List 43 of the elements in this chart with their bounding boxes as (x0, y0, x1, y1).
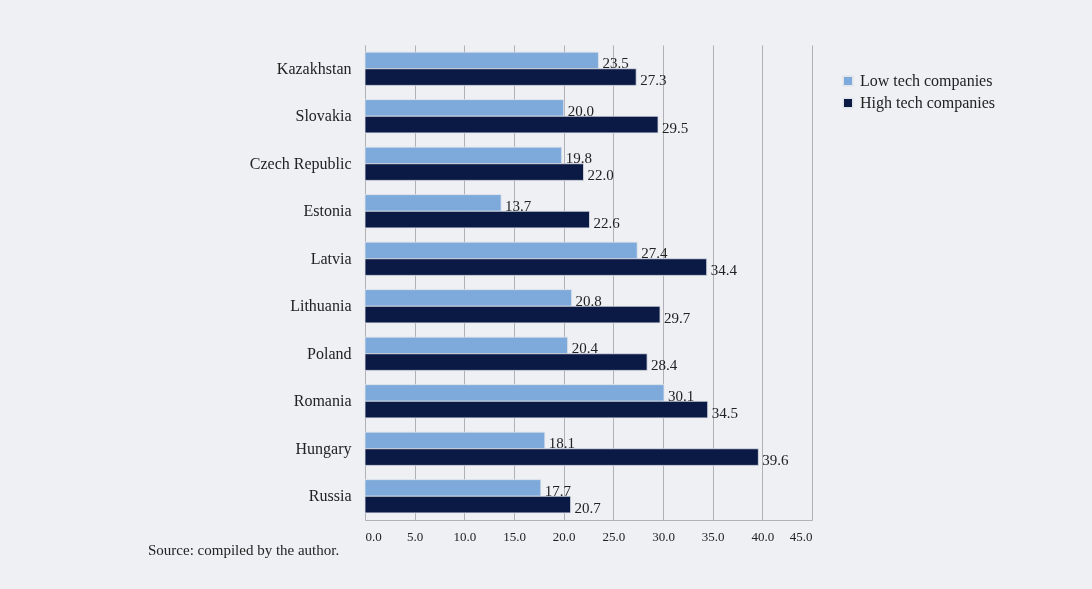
y-tick-label: Czech Republic (249, 154, 352, 173)
x-tick-label: 10.0 (453, 528, 477, 544)
y-tick-label: Latvia (310, 249, 352, 267)
x-tick-label: 15.0 (503, 528, 526, 544)
data-label: 22.0 (587, 167, 614, 184)
data-label: 20.7 (574, 499, 602, 516)
y-tick-label: Poland (307, 344, 352, 362)
y-tick-label: Estonia (303, 202, 352, 220)
x-tick-label: 40.0 (751, 528, 775, 544)
data-label: 29.5 (662, 119, 689, 136)
x-tick-label: 45.0 (789, 528, 813, 544)
y-tick-label: Kazakhstan (276, 59, 352, 77)
data-label: 20.4 (571, 340, 599, 357)
data-label: 27.3 (640, 72, 667, 89)
data-label: 30.1 (667, 387, 695, 404)
y-tick-label: Lithuania (290, 297, 352, 315)
source-note: Source: compiled by the author. (148, 542, 340, 558)
y-tick-label: Slovakia (295, 107, 352, 125)
data-label: 34.4 (710, 262, 738, 279)
x-tick-label: 30.0 (652, 528, 675, 544)
data-label: 20.0 (567, 102, 594, 119)
x-tick-label: 35.0 (701, 528, 725, 544)
data-label: 17.7 (544, 482, 572, 499)
data-label: 27.4 (641, 245, 668, 262)
data-label: 19.8 (565, 150, 592, 167)
y-tick-label: Hungary (295, 439, 352, 458)
data-label: 28.4 (651, 357, 678, 374)
data-label: 13.7 (505, 197, 532, 214)
x-tick-label: 25.0 (602, 528, 626, 544)
data-label: 23.5 (602, 55, 629, 72)
data-label: 20.8 (575, 292, 602, 309)
legend-label: High tech companies (860, 94, 996, 112)
y-tick-label: Romania (293, 392, 352, 410)
x-tick-label: 20.0 (552, 528, 576, 544)
data-label: 22.6 (593, 214, 621, 231)
data-label: 18.1 (548, 435, 576, 452)
data-label: 39.6 (762, 452, 790, 469)
data-label: 29.7 (664, 309, 691, 326)
data-label: 34.5 (711, 404, 738, 421)
y-tick-label: Russia (308, 487, 352, 505)
legend-label: Low tech companies (860, 72, 993, 90)
x-tick-label: 0.0 (365, 528, 382, 544)
x-tick-label: 5.0 (407, 528, 424, 544)
